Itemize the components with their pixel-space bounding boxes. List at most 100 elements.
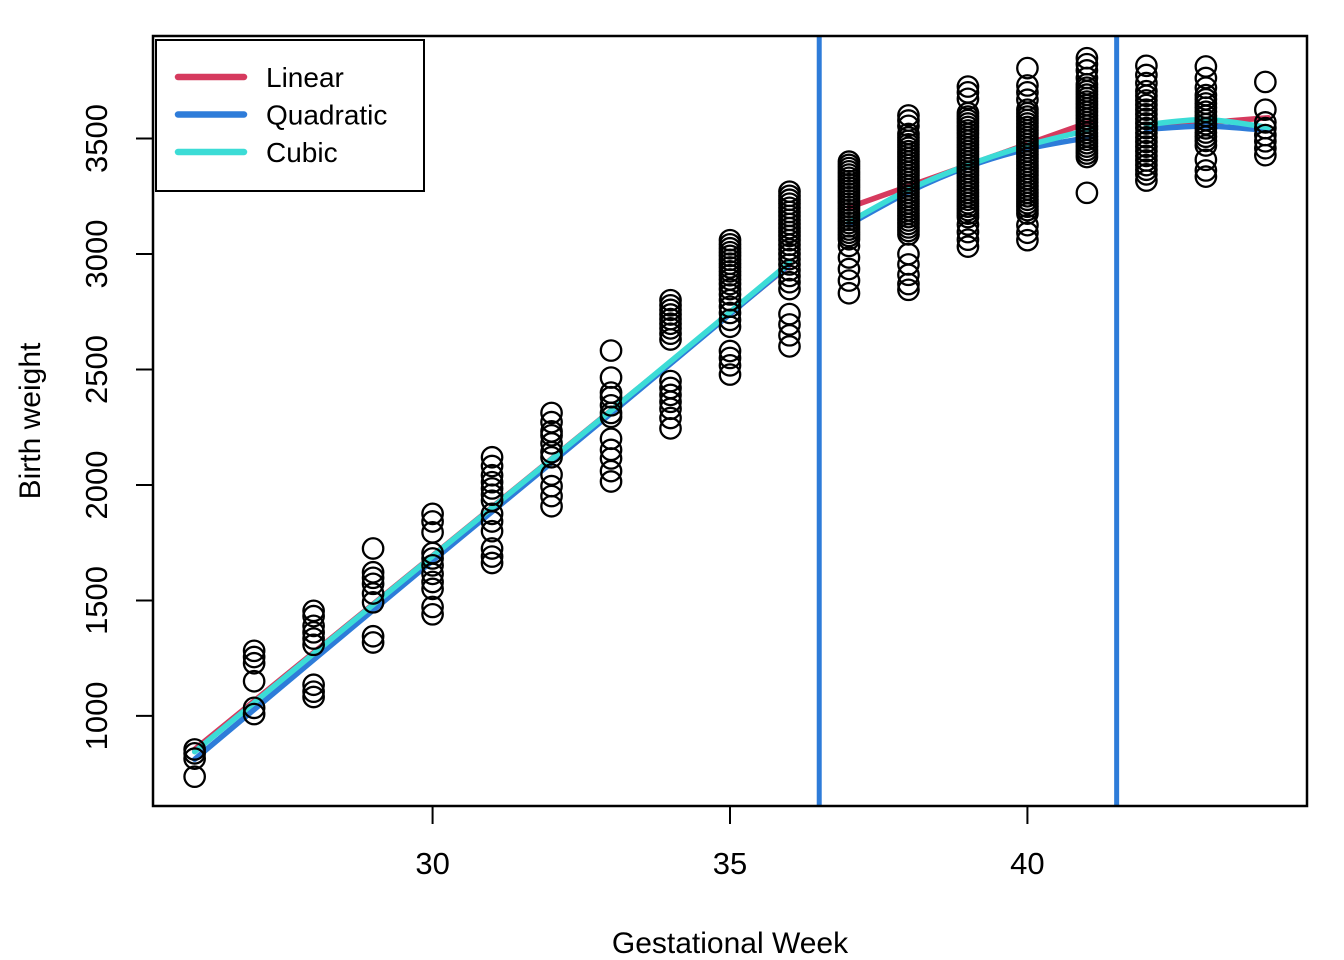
plot-border: [151, 34, 1309, 808]
legend-label-linear: Linear: [266, 62, 344, 93]
data-point-circle: [837, 257, 861, 281]
data-point-circle: [480, 483, 504, 507]
data-point-circle: [302, 620, 325, 644]
data-point-circle: [480, 502, 504, 526]
data-point-circle: [361, 590, 385, 614]
data-point-circle: [718, 353, 742, 377]
data-point-circle: [302, 627, 325, 650]
data-point-circle: [1254, 70, 1277, 94]
data-point-circle: [897, 278, 920, 302]
data-point-circle: [778, 277, 801, 301]
data-point-circle: [659, 288, 682, 312]
data-point-circle: [718, 315, 742, 339]
data-point-circle: [718, 272, 742, 296]
data-point-circle: [540, 401, 563, 425]
legend-label-quadratic: Quadratic: [266, 100, 387, 131]
data-point-circle: [897, 104, 920, 127]
data-point-circle: [778, 253, 801, 276]
data-point-circle: [956, 228, 980, 252]
data-point-circle: [778, 264, 801, 288]
data-point-circle: [480, 545, 504, 568]
data-point-circle: [659, 322, 682, 346]
data-point-circle: [1016, 213, 1039, 237]
data-point-circle: [718, 277, 742, 301]
data-point-circle: [897, 114, 920, 138]
data-point-circle: [1016, 74, 1039, 97]
data-point-circle: [421, 577, 444, 601]
data-point-circle: [302, 604, 325, 628]
data-point-circle: [421, 502, 444, 526]
data-point-circle: [1016, 56, 1039, 80]
y-tick-label: 1500: [79, 566, 114, 635]
data-point-circle: [1254, 111, 1277, 134]
data-point-circle: [718, 339, 742, 363]
data-point-circle: [302, 614, 325, 638]
data-point-circle: [540, 440, 563, 464]
data-point-circle: [1135, 162, 1158, 186]
data-point-circle: [837, 234, 861, 258]
data-point-circle: [778, 258, 801, 282]
data-point-circle: [540, 445, 563, 469]
data-point-circle: [778, 335, 801, 358]
y-axis-label: Birth weight: [14, 342, 47, 499]
data-point-circle: [778, 323, 801, 347]
data-point-circle: [659, 383, 682, 407]
data-point-circle: [480, 454, 504, 478]
data-point-circle: [778, 270, 801, 294]
data-point-circle: [183, 765, 206, 789]
data-point-circle: [837, 281, 861, 305]
data-point-circle: [599, 447, 623, 470]
data-point-circle: [1016, 228, 1039, 252]
y-tick-label: 1000: [79, 681, 114, 750]
data-point-circle: [421, 553, 444, 577]
data-point-circle: [659, 390, 682, 414]
data-point-circle: [599, 339, 623, 362]
data-point-circle: [1254, 136, 1277, 160]
data-point-circle: [421, 510, 444, 533]
data-point-circle: [540, 484, 563, 508]
data-point-circle: [1016, 221, 1039, 245]
data-point-circle: [302, 685, 325, 709]
data-point-circle: [183, 747, 206, 771]
data-point-circle: [421, 595, 444, 619]
data-point-circle: [1075, 145, 1099, 169]
y-tick-label: 2500: [79, 335, 114, 404]
data-point-circle: [897, 263, 920, 287]
x-tick-label: 35: [713, 846, 747, 881]
data-point-circle: [1016, 202, 1039, 225]
data-point-circle: [956, 220, 980, 244]
data-point-circle: [956, 205, 980, 229]
data-point-circle: [242, 702, 266, 726]
data-point-circle: [540, 423, 563, 447]
data-point-circle: [837, 246, 861, 269]
data-point-circle: [1135, 71, 1158, 95]
data-point-circle: [1254, 143, 1277, 167]
x-axis-label: Gestational Week: [612, 927, 849, 960]
data-point-circle: [1194, 165, 1218, 189]
data-point-circle: [778, 247, 801, 271]
data-point-circle: [718, 308, 742, 332]
data-point-circle: [599, 470, 623, 493]
data-point-circle: [956, 213, 980, 236]
data-point-circle: [599, 405, 623, 429]
data-point-circle: [242, 645, 266, 669]
data-point-circle: [956, 75, 980, 98]
data-point-circle: [659, 417, 682, 440]
data-point-circle: [480, 551, 504, 575]
data-point-circle: [242, 669, 266, 693]
data-point-circle: [718, 346, 742, 370]
fit-line-cubic-segment-1: [191, 260, 793, 755]
data-point-circle: [302, 633, 325, 657]
data-point-circle: [421, 547, 444, 570]
data-point-circle: [1254, 98, 1277, 122]
y-tick-label: 3500: [79, 104, 114, 173]
data-point-circle: [361, 566, 385, 590]
data-point-circle: [599, 459, 623, 483]
data-point-circle: [302, 673, 325, 697]
x-tick-label: 40: [1010, 846, 1044, 881]
data-point-circle: [480, 477, 504, 500]
data-point-circle: [718, 363, 742, 386]
data-point-circle: [361, 537, 385, 560]
data-point-circle: [837, 269, 861, 292]
